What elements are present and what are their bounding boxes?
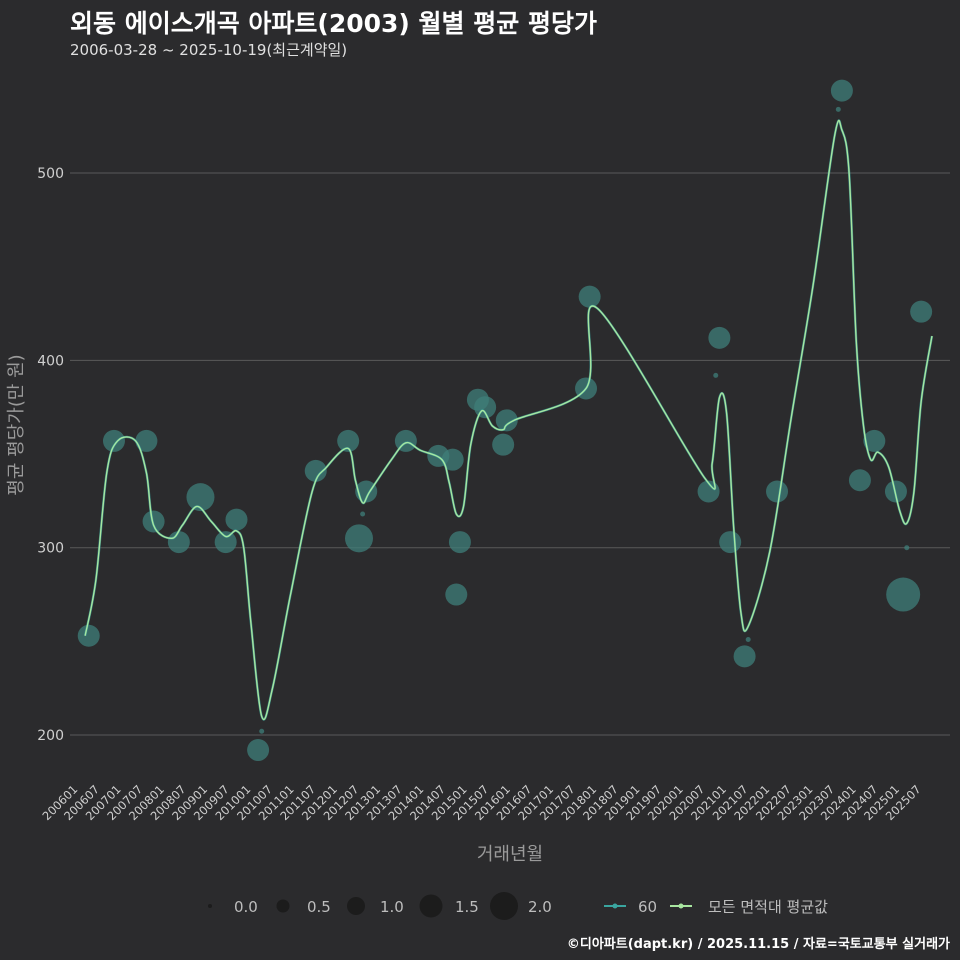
legend-key-60-dot xyxy=(612,903,618,909)
data-point xyxy=(848,469,871,492)
data-point xyxy=(214,531,237,554)
size-legend-label: 1.0 xyxy=(380,898,404,916)
data-point xyxy=(167,531,190,554)
legend-label-60: 60 xyxy=(638,898,657,916)
data-point xyxy=(441,448,464,471)
chart-subtitle: 2006-03-28 ~ 2025-10-19(최근계약일) xyxy=(70,41,348,59)
data-point xyxy=(102,429,125,452)
data-point xyxy=(259,728,265,734)
size-legend-key xyxy=(208,904,212,908)
data-point xyxy=(904,545,910,551)
x-axis-title: 거래년월 xyxy=(477,844,543,865)
size-legend-key xyxy=(276,899,290,913)
size-legend-key xyxy=(347,897,365,915)
size-legend-label: 0.5 xyxy=(307,898,331,916)
size-legend-label: 0.0 xyxy=(234,898,258,916)
data-point xyxy=(886,577,921,612)
data-point xyxy=(360,511,366,517)
data-point xyxy=(445,583,468,606)
data-point xyxy=(835,106,841,112)
size-legend-key xyxy=(490,892,518,920)
data-point xyxy=(495,409,518,432)
chart-title: 외동 에이스개곡 아파트(2003) 월별 평균 평당가 xyxy=(70,9,597,38)
data-point xyxy=(186,483,215,512)
data-point xyxy=(863,429,886,452)
data-point xyxy=(225,508,248,531)
data-point xyxy=(766,480,789,503)
data-point xyxy=(713,372,719,378)
data-point xyxy=(304,459,327,482)
data-point xyxy=(448,531,471,554)
data-point xyxy=(344,524,373,553)
data-point xyxy=(733,645,756,668)
data-point xyxy=(492,433,515,456)
y-axis-title: 평균 평당가(만 원) xyxy=(6,354,27,495)
size-legend-label: 2.0 xyxy=(528,898,552,916)
size-legend-label: 1.5 xyxy=(455,898,479,916)
y-tick-label: 300 xyxy=(37,541,64,557)
data-point xyxy=(337,429,360,452)
size-legend-key xyxy=(419,894,443,918)
y-tick-label: 500 xyxy=(37,166,64,182)
y-tick-label: 400 xyxy=(37,353,64,369)
legend-label-average: 모든 면적대 평균값 xyxy=(708,898,828,916)
data-point xyxy=(578,285,601,308)
data-point xyxy=(77,624,100,647)
data-point xyxy=(719,531,742,554)
data-point xyxy=(135,429,158,452)
data-point xyxy=(708,326,731,349)
source-credit: ©디아파트(dapt.kr) / 2025.11.15 / 자료=국토교통부 실… xyxy=(566,937,950,952)
data-point xyxy=(247,739,270,762)
data-point xyxy=(830,79,853,102)
series-line-average xyxy=(84,119,933,721)
legend-key-average-dot xyxy=(678,903,684,909)
data-point xyxy=(745,636,751,642)
data-point xyxy=(910,300,933,323)
y-tick-label: 200 xyxy=(37,728,64,744)
